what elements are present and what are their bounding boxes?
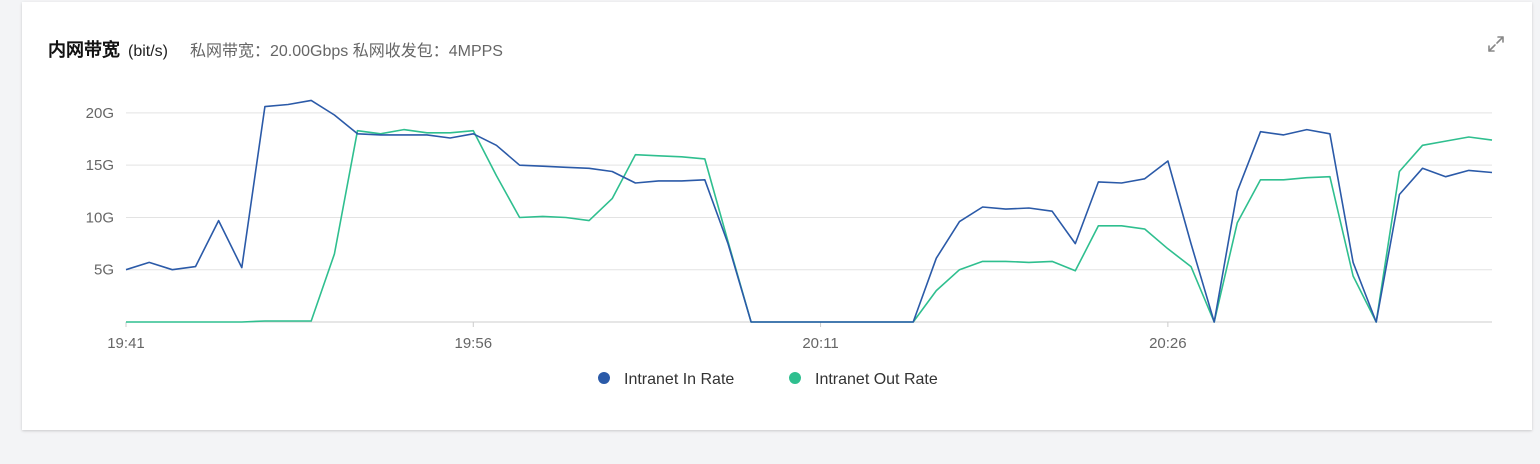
series-line-out-rate <box>126 128 1493 323</box>
expand-icon[interactable] <box>1484 32 1508 56</box>
panel-subtitle: 私网带宽：20.00Gbps 私网收发包：4MPPS <box>190 43 503 60</box>
legend-marker-out-rate[interactable] <box>789 372 801 384</box>
panel-title: 内网带宽 <box>48 40 120 60</box>
bandwidth-panel: 内网带宽 (bit/s) 私网带宽：20.00Gbps 私网收发包：4MPPS … <box>22 2 1532 430</box>
tick-layer: 5G 10G 15G 20G 19:41 19:56 20:11 20:26 <box>86 105 1187 352</box>
y-tick-label: 10G <box>86 209 114 226</box>
x-tick-label: 19:56 <box>455 335 493 352</box>
x-tick-label: 19:41 <box>107 335 145 352</box>
legend: Intranet In Rate Intranet Out Rate <box>598 371 938 388</box>
grid-layer <box>126 112 1492 323</box>
panel-title-unit: (bit/s) <box>128 43 168 60</box>
bandwidth-line-chart: 5G 10G 15G 20G 19:41 19:56 20:11 20:26 Intranet… <box>86 99 1493 388</box>
y-tick-label: 5G <box>94 262 114 279</box>
y-tick-label: 20G <box>86 105 114 122</box>
legend-label-out-rate[interactable]: Intranet Out Rate <box>815 371 938 388</box>
legend-marker-in-rate[interactable] <box>598 372 610 384</box>
series-layer <box>125 99 1493 323</box>
panel-header: 内网带宽 (bit/s) 私网带宽：20.00Gbps 私网收发包：4MPPS <box>48 36 503 62</box>
series-line-in-rate <box>125 99 1493 323</box>
x-tick-label: 20:11 <box>802 335 838 352</box>
legend-label-in-rate[interactable]: Intranet In Rate <box>624 371 734 388</box>
y-tick-label: 15G <box>86 157 114 174</box>
x-tick-label: 20:26 <box>1149 335 1187 352</box>
